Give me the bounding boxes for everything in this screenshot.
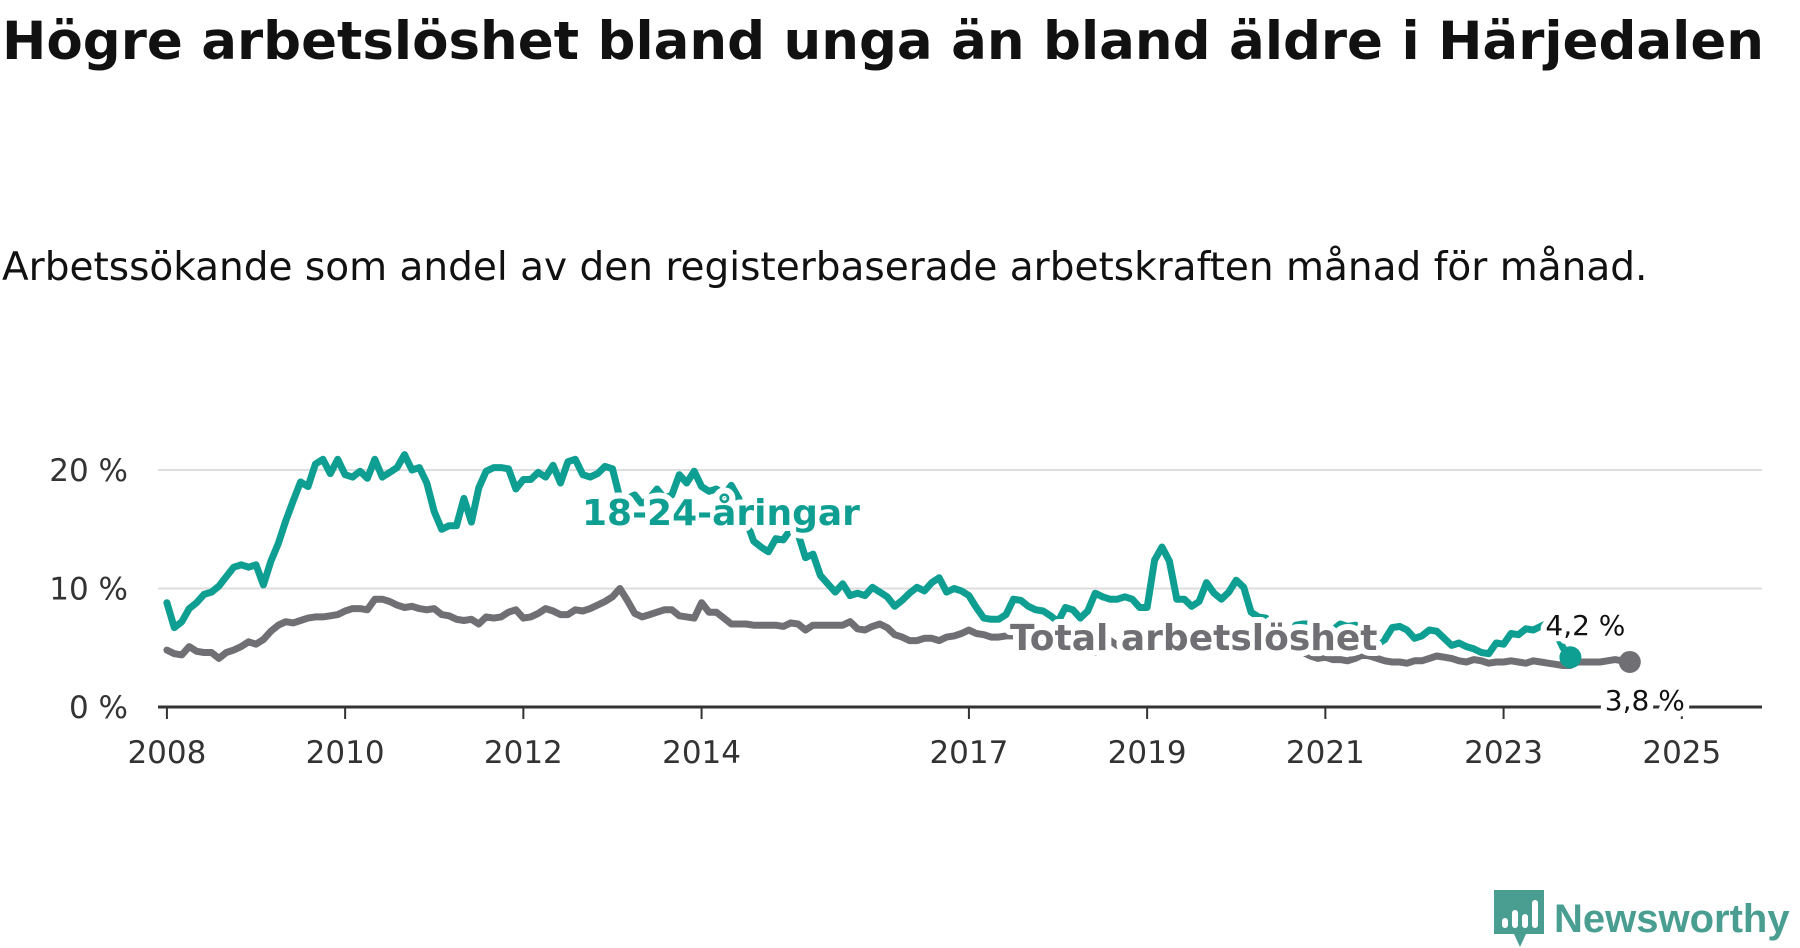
- chart-title: Högre arbetslöshet bland unga än bland ä…: [2, 11, 1764, 72]
- y-tick-label: 0 %: [69, 690, 128, 726]
- series-label-youth: 18-24-åringar: [582, 493, 860, 534]
- axes: 0 % 10 % 20 % 2008 2010 2012 2014 2017 2019 2021 2…: [49, 453, 1762, 771]
- end-value-total: 3,8 %: [1605, 684, 1685, 717]
- x-tick-label: 2014: [662, 735, 741, 771]
- y-tick-label: 20 %: [49, 453, 128, 489]
- newsworthy-logo-icon: [1494, 890, 1544, 947]
- series-label-total: Total arbetslöshet: [1010, 618, 1378, 659]
- series-lines: [163, 451, 1641, 673]
- x-tick-label: 2019: [1108, 735, 1187, 771]
- y-tick-label: 10 %: [49, 572, 128, 608]
- series-line-total: [163, 585, 1634, 669]
- series-label-youth-halo: 18-24-åringar: [582, 493, 860, 534]
- x-tick-label: 2008: [127, 735, 206, 771]
- x-tick-label: 2023: [1464, 735, 1543, 771]
- end-value-total-halo: 3,8 %: [1605, 684, 1685, 717]
- x-tick-label: 2010: [306, 735, 385, 771]
- end-point-youth: [1559, 646, 1582, 669]
- x-tick-label: 2025: [1642, 735, 1721, 771]
- chart-subtitle: Arbetssökande som andel av den registerb…: [2, 245, 1648, 290]
- brand-name: Newsworthy: [1554, 896, 1790, 941]
- end-point-total: [1618, 650, 1641, 673]
- series-label-total-halo: Total arbetslöshet: [1010, 618, 1378, 659]
- newsworthy-brand: Newsworthy: [1494, 890, 1790, 948]
- series-line-youth: [163, 451, 1574, 661]
- x-tick-label: 2017: [929, 735, 1008, 771]
- x-tick-label: 2012: [484, 735, 563, 771]
- gridlines: [158, 469, 1762, 590]
- end-value-youth-halo: 4,2 %: [1545, 609, 1625, 642]
- x-tick-label: 2021: [1286, 735, 1365, 771]
- end-value-youth: 4,2 %: [1545, 609, 1625, 642]
